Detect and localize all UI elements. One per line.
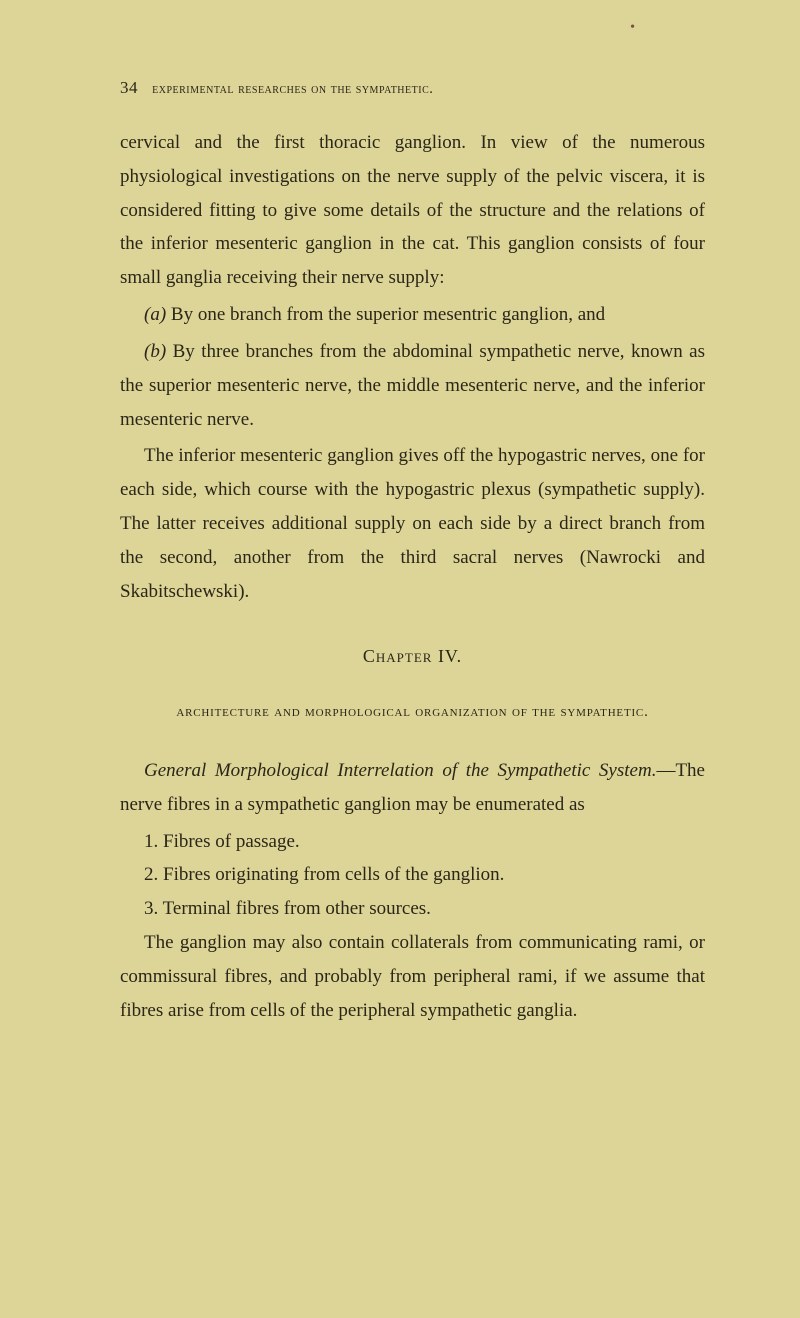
page-mark: • bbox=[630, 20, 635, 36]
paragraph-1: cervical and the first thoracic ganglion… bbox=[120, 126, 705, 295]
paragraph-3-text: By three branches from the abdominal sym… bbox=[120, 341, 705, 430]
paragraph-5: General Morphological Interrelation of t… bbox=[120, 754, 705, 822]
paragraph-2-text: By one branch from the superior mesentri… bbox=[166, 304, 605, 325]
list-item-2: 2. Fibres originating from cells of the … bbox=[120, 858, 705, 892]
paragraph-5-italic: General Morphological Interrelation of t… bbox=[144, 760, 656, 781]
chapter-heading: Chapter IV. bbox=[120, 640, 705, 672]
running-header: 34 EXPERIMENTAL RESEARCHES ON THE SYMPAT… bbox=[120, 78, 705, 98]
item-label-a: (a) bbox=[144, 304, 166, 325]
item-label-b: (b) bbox=[144, 341, 166, 362]
list-item-1: 1. Fibres of passage. bbox=[120, 825, 705, 859]
paragraph-4: The inferior mesenteric ganglion gives o… bbox=[120, 439, 705, 608]
section-heading: ARCHITECTURE AND MORPHOLOGICAL ORGANIZAT… bbox=[120, 700, 705, 726]
page-container: • 34 EXPERIMENTAL RESEARCHES ON THE SYMP… bbox=[0, 0, 800, 1090]
running-title: EXPERIMENTAL RESEARCHES ON THE SYMPATHET… bbox=[152, 81, 433, 97]
paragraph-3: (b) By three branches from the abdominal… bbox=[120, 335, 705, 436]
paragraph-6: The ganglion may also contain collateral… bbox=[120, 926, 705, 1027]
page-number: 34 bbox=[120, 78, 138, 97]
body-text: cervical and the first thoracic ganglion… bbox=[120, 126, 705, 1027]
list-item-3: 3. Terminal fibres from other sources. bbox=[120, 892, 705, 926]
paragraph-2: (a) By one branch from the superior mese… bbox=[120, 298, 705, 332]
